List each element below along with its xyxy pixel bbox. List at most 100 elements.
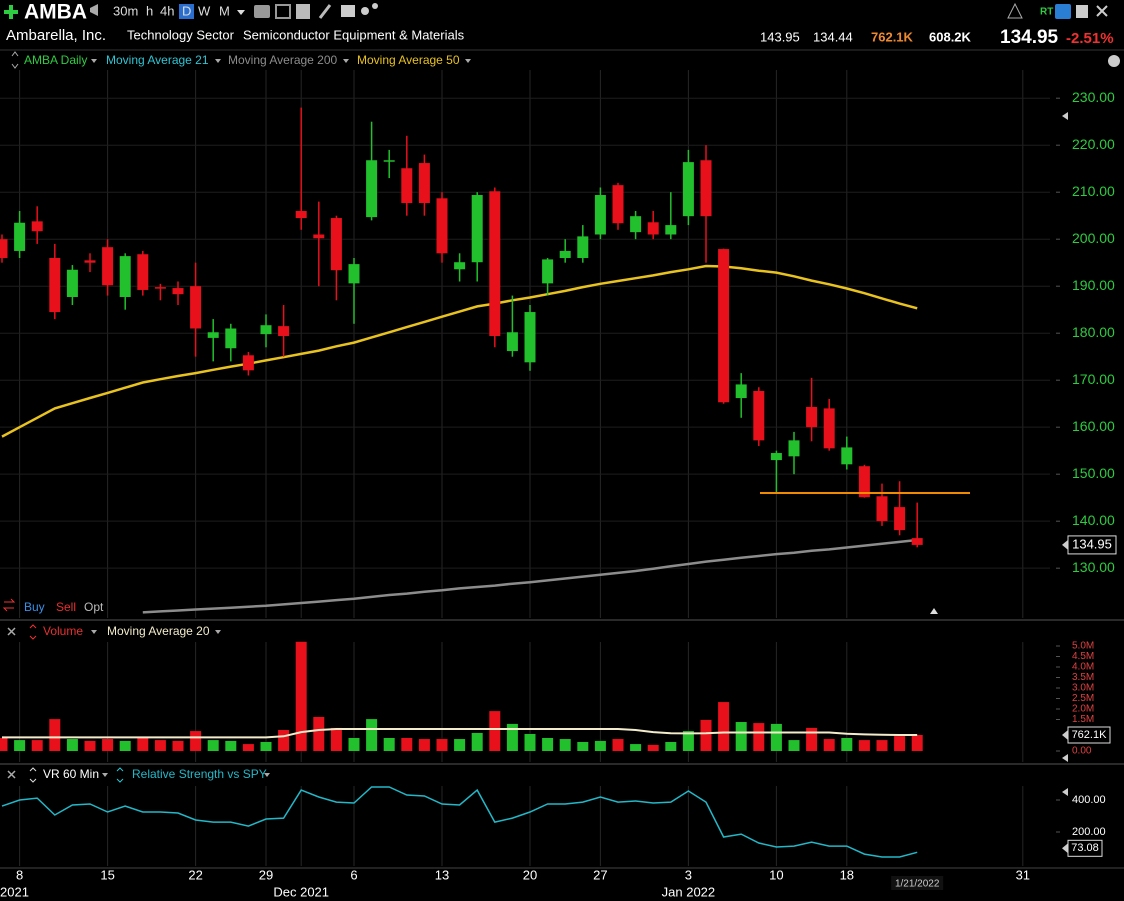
volume-bar [313,716,325,752]
axis-pointer [1062,754,1068,762]
legend-entry[interactable]: Moving Average 20 [107,624,210,638]
volume-bar [260,741,272,752]
close-panel-icon[interactable] [7,770,16,779]
toolbar-icon[interactable] [372,3,378,9]
volume-bar [207,740,219,752]
volume-bar [348,737,360,752]
candle-body [788,440,800,457]
timeframe-button[interactable]: D [182,3,191,18]
legend-entry[interactable]: Moving Average 50 [357,53,460,67]
candle-body [66,269,78,298]
day-high: 143.95 [760,29,800,44]
last-price-pointer [1062,539,1068,550]
candle-body [366,160,378,218]
candle-body [348,264,360,284]
palette-icon[interactable] [1108,55,1120,67]
volume-bar [0,737,8,752]
move-icon[interactable] [29,767,37,783]
star-icon[interactable] [1007,2,1023,19]
toolbar-icon[interactable] [275,4,291,19]
x-tick-label: 8 [16,867,23,882]
legend-entry[interactable]: Moving Average 21 [106,53,209,67]
toolbar-icon[interactable] [1055,4,1071,19]
active-timeframe [179,4,194,19]
volume-bar [454,739,466,752]
close-panel-icon[interactable] [7,627,16,636]
candle-body [225,328,237,349]
move-icon[interactable] [11,51,19,69]
candle-body [612,185,624,224]
candle-body [454,262,466,270]
candle-body [876,496,888,522]
x-tick-label: 3 [685,867,692,882]
volume-bar [172,740,184,752]
y-tick-label: 4.5M [1072,651,1094,662]
last-price-label: 134.95 [1072,536,1112,551]
x-tick-label: 15 [100,867,114,882]
legend-entry[interactable]: AMBA Daily [24,53,87,67]
candle-body [735,384,747,399]
symbol[interactable]: AMBA [24,1,87,24]
scroll-icon[interactable] [930,608,938,614]
toolbar-icon[interactable] [341,5,355,17]
relative-strength-line [1,786,918,858]
moving-average-line [1,264,918,438]
candle-body [542,259,554,284]
toolbar-icon[interactable] [254,5,270,18]
panel-title[interactable]: Volume [43,624,83,638]
timeframe-button[interactable]: M [219,3,230,18]
candle-body [242,355,254,371]
y-tick-label: 1.5M [1072,714,1094,725]
candle-body [894,507,906,531]
trade-button[interactable]: Opt [84,600,104,614]
timeframe-button[interactable]: W [198,3,211,18]
y-tick-label: 180.00 [1072,324,1115,340]
candle-body [330,218,342,271]
volume-bar [665,741,677,752]
toolbar-icon[interactable] [361,7,369,15]
speaker-icon[interactable] [90,4,98,16]
move-icon[interactable] [29,624,37,640]
candle-body [700,160,712,217]
volume-bar [31,740,43,752]
trade-button[interactable]: Sell [56,600,76,614]
panel-title[interactable]: VR 60 Min [43,767,99,781]
volume-bar [295,641,307,752]
candle-body [506,332,518,352]
timeframe-button[interactable]: 30m [113,3,138,18]
candle-body [0,239,8,258]
dropdown-icon[interactable] [237,10,245,15]
y-tick-label: 130.00 [1072,559,1115,575]
save-icon[interactable] [1076,5,1088,18]
y-tick-label: 2.5M [1072,693,1094,704]
x-period-label: Jan 2022 [662,884,716,899]
candle-body [911,538,923,545]
legend-entry[interactable]: Relative Strength vs SPY [132,767,267,781]
last-value-pointer [1062,730,1068,741]
candle-body [119,256,131,298]
toolbar-icon[interactable] [296,4,310,19]
volume-bar [418,739,430,752]
timeframe-button[interactable]: h [146,3,153,18]
legend-entry[interactable]: Moving Average 200 [228,53,338,67]
add-icon[interactable] [4,5,18,19]
candle-body [471,195,483,263]
dropdown-icon[interactable] [91,59,97,63]
trade-button[interactable]: Buy [24,600,45,614]
candle-body [31,221,43,232]
move-icon[interactable] [116,767,124,783]
close-icon[interactable] [1096,5,1108,17]
trade-icon[interactable] [2,598,16,612]
volume-bar [366,719,378,752]
volume-bar [876,740,888,752]
moving-average-line [2,728,918,739]
volume-bar [823,739,835,752]
toolbar-icon[interactable] [318,4,332,19]
candle-body [14,222,26,251]
timeframe-button[interactable]: 4h [160,3,174,18]
candle-body [841,447,853,465]
moving-average-line [142,538,918,614]
y-tick-label: 140.00 [1072,512,1115,528]
